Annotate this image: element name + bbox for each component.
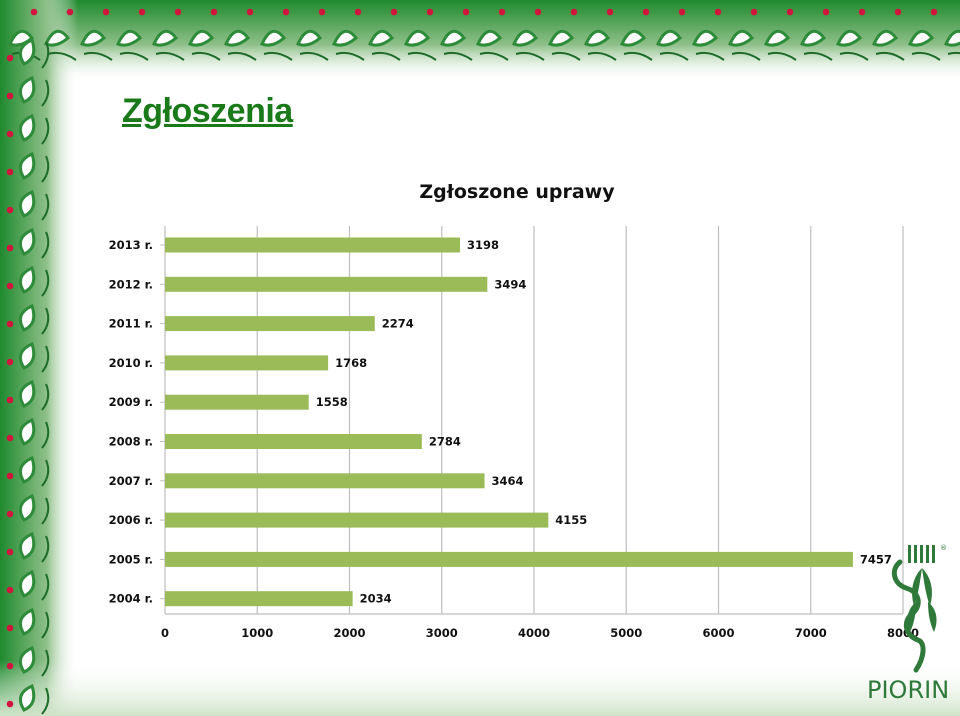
bar bbox=[165, 551, 853, 567]
category-label: 2006 r. bbox=[109, 513, 153, 527]
data-label: 2274 bbox=[382, 317, 414, 331]
data-label: 3494 bbox=[494, 277, 526, 291]
category-label: 2004 r. bbox=[109, 592, 153, 606]
x-tick-label: 5000 bbox=[610, 626, 642, 640]
bar bbox=[165, 512, 549, 528]
category-label: 2012 r. bbox=[109, 277, 153, 291]
data-label: 1558 bbox=[316, 395, 348, 409]
bar bbox=[165, 591, 353, 607]
x-tick-label: 2000 bbox=[333, 626, 365, 640]
data-label: 1768 bbox=[335, 356, 367, 370]
category-label: 2009 r. bbox=[109, 395, 153, 409]
x-tick-label: 0 bbox=[161, 626, 169, 640]
x-tick-label: 3000 bbox=[426, 626, 458, 640]
bar bbox=[165, 276, 488, 292]
category-label: 2008 r. bbox=[109, 435, 153, 449]
slide-title: Zgłoszenia bbox=[122, 92, 293, 130]
x-tick-label: 1000 bbox=[241, 626, 273, 640]
category-label: 2013 r. bbox=[109, 238, 153, 252]
x-tick-label: 6000 bbox=[702, 626, 734, 640]
bar bbox=[165, 316, 375, 332]
data-label: 4155 bbox=[555, 513, 587, 527]
logo-text: PIORIN bbox=[867, 676, 950, 704]
bar bbox=[165, 394, 309, 410]
piorin-logo: ® bbox=[891, 544, 947, 673]
data-label: 3198 bbox=[467, 238, 499, 252]
chart-title: Zgłoszone uprawy bbox=[419, 181, 615, 203]
bar bbox=[165, 355, 329, 371]
registered-mark: ® bbox=[940, 544, 947, 552]
category-label: 2011 r. bbox=[109, 317, 153, 331]
data-label: 2034 bbox=[360, 592, 392, 606]
data-label: 7457 bbox=[860, 552, 892, 566]
category-label: 2010 r. bbox=[109, 356, 153, 370]
bar bbox=[165, 237, 461, 253]
x-tick-label: 7000 bbox=[795, 626, 827, 640]
category-label: 2005 r. bbox=[109, 552, 153, 566]
category-label: 2007 r. bbox=[109, 474, 153, 488]
data-label: 2784 bbox=[429, 435, 461, 449]
data-label: 3464 bbox=[492, 474, 524, 488]
vine-pattern-left bbox=[6, 37, 50, 715]
bar bbox=[165, 434, 422, 449]
bar bbox=[165, 473, 485, 489]
vine-pattern-top bbox=[7, 8, 960, 61]
x-tick-label: 4000 bbox=[518, 626, 550, 640]
